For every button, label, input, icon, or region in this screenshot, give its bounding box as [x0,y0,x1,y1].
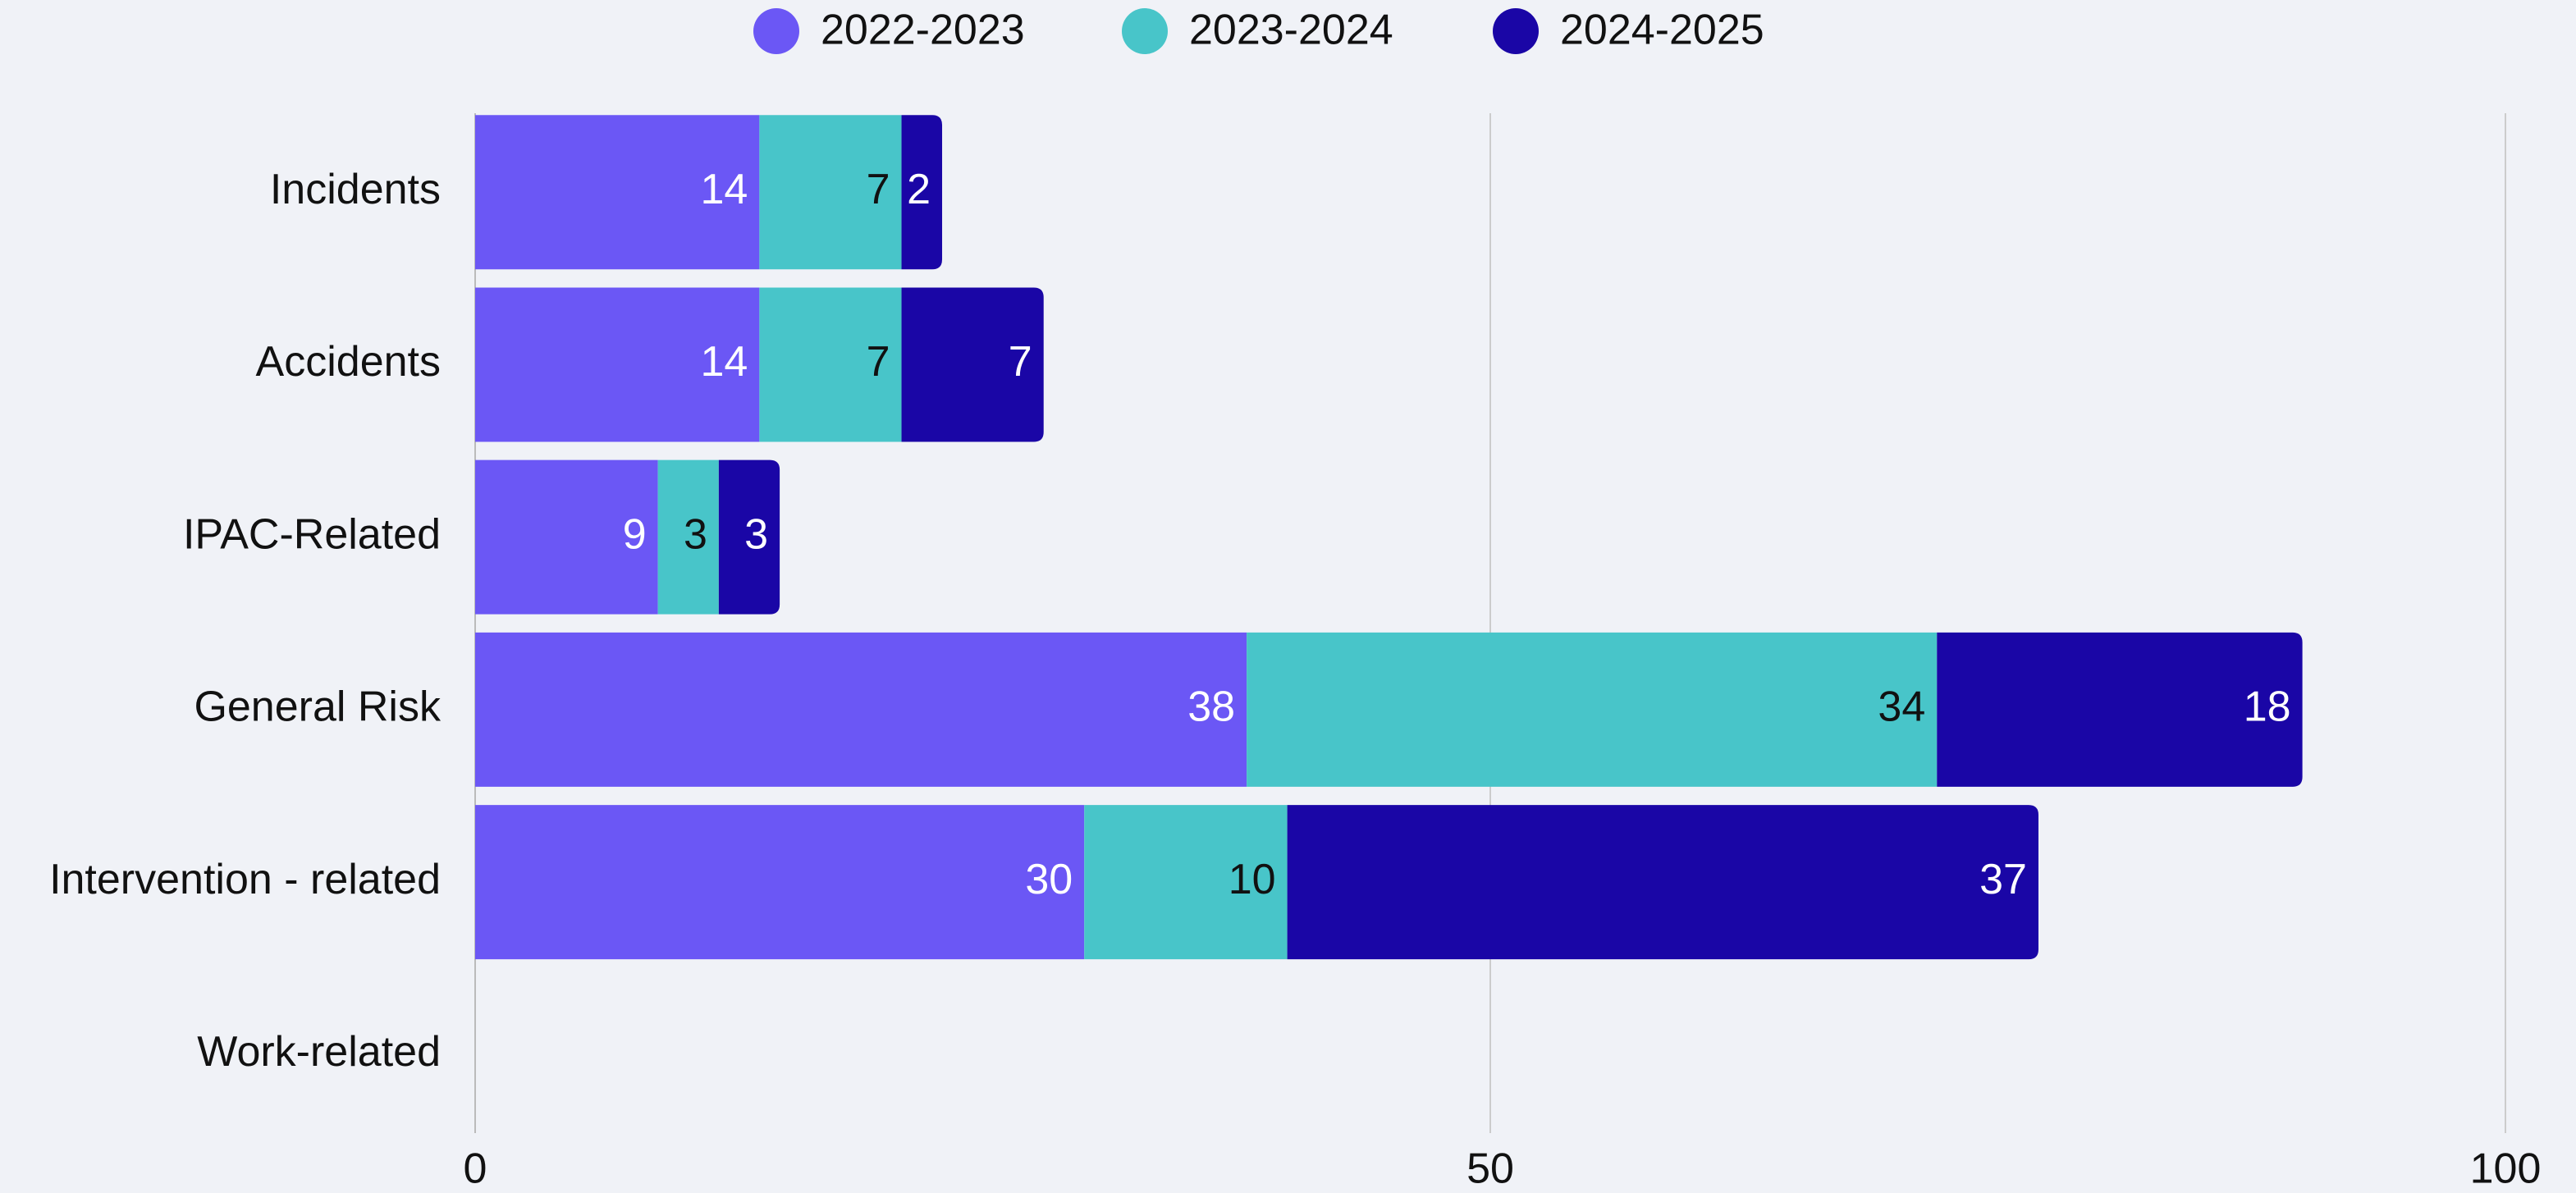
value-label: 2 [907,166,931,213]
legend-swatch [1122,8,1168,54]
value-label: 37 [1979,856,2027,903]
value-label: 18 [2244,683,2291,731]
value-label: 3 [744,510,768,558]
bar-segment [901,115,943,270]
value-label: 10 [1229,856,1276,903]
y-tick-label: Accidents [256,338,441,386]
y-tick-label: General Risk [194,683,442,731]
legend-swatch [1493,8,1539,54]
value-label: 30 [1025,856,1073,903]
y-tick-label: Work-related [197,1028,441,1076]
legend-swatch [753,8,799,54]
x-tick-label: 50 [1466,1145,1514,1193]
legend-label: 2022-2023 [821,7,1025,54]
value-label: 38 [1187,683,1235,731]
bar-segment [759,287,902,442]
value-label: 34 [1878,683,1925,731]
y-tick-label: Intervention - related [49,856,441,903]
bar-segment [657,459,719,615]
bar-segment [718,459,780,615]
x-tick-label: 100 [2470,1145,2542,1193]
bar-segment [475,632,1247,787]
bar-segment [475,805,1085,960]
x-tick-label: 0 [464,1145,487,1193]
bar-segment [1937,632,2303,787]
bar-segment [475,459,658,615]
bar-segment [1247,632,1938,787]
bar-segment [1084,805,1288,960]
y-tick-label: Incidents [270,166,441,213]
bar-segment [1287,805,2038,960]
value-label: 7 [1009,338,1032,386]
value-label: 3 [684,510,707,558]
value-label: 14 [701,166,748,213]
bar-segment [901,287,1044,442]
legend-label: 2023-2024 [1189,7,1393,54]
value-label: 7 [867,166,890,213]
value-label: 7 [867,338,890,386]
value-label: 14 [701,338,748,386]
value-label: 9 [623,510,647,558]
bar-segment [475,287,760,442]
bar-segment [475,115,760,270]
y-tick-label: IPAC-Related [183,510,441,558]
bar-segment [759,115,902,270]
legend-label: 2024-2025 [1560,7,1764,54]
